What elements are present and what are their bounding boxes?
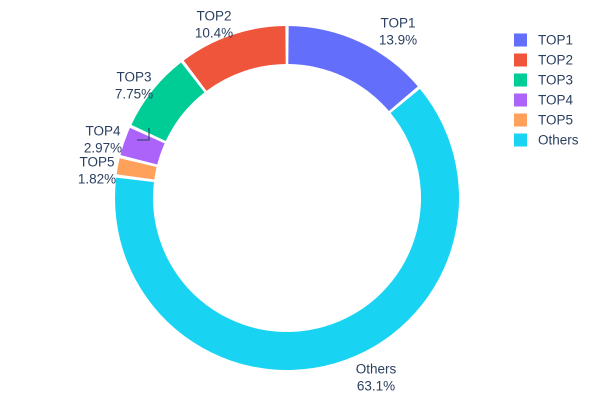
slice-label-name: TOP1 xyxy=(380,16,415,31)
legend-swatch-icon xyxy=(514,133,527,147)
legend-swatch-icon xyxy=(514,113,527,127)
legend-label: TOP5 xyxy=(538,113,573,128)
legend-swatch-icon xyxy=(514,93,527,107)
slice-label-percent: 10.4% xyxy=(195,26,233,41)
legend-item-top5[interactable]: TOP5 xyxy=(514,113,573,128)
slice-label-name: Others xyxy=(356,362,397,377)
slice-label-top5: TOP5 1.82% xyxy=(78,155,116,187)
legend-label: TOP1 xyxy=(538,33,573,48)
pie-slice-top2[interactable] xyxy=(183,26,286,91)
leader-line-top4 xyxy=(137,128,150,141)
slice-label-top3: TOP3 7.75% xyxy=(115,70,153,102)
legend-item-top2[interactable]: TOP2 xyxy=(514,53,573,68)
slice-label-percent: 63.1% xyxy=(357,379,395,394)
slice-label-percent: 13.9% xyxy=(379,33,417,48)
legend-swatch-icon xyxy=(514,33,527,47)
slice-label-name: TOP5 xyxy=(79,155,114,170)
slice-label-percent: 2.97% xyxy=(84,141,122,156)
pie-slice-top3[interactable] xyxy=(131,62,205,142)
legend-label: TOP4 xyxy=(538,93,574,108)
legend-label: Others xyxy=(538,133,579,148)
legend-item-top1[interactable]: TOP1 xyxy=(514,33,573,48)
slice-labels-group: TOP1 13.9% TOP2 10.4% TOP3 7.75% TOP4 2.97%TOP5… xyxy=(78,9,417,394)
legend[interactable]: TOP1 TOP2 TOP3 TOP4 TOP5 Others xyxy=(514,33,579,148)
pie-slice-top1[interactable] xyxy=(288,26,418,112)
pie-slice-others[interactable] xyxy=(115,88,460,371)
legend-label: TOP3 xyxy=(538,73,573,88)
legend-swatch-icon xyxy=(514,73,527,87)
slice-label-top4: TOP4 2.97% xyxy=(84,124,122,156)
slice-label-name: TOP3 xyxy=(116,70,151,85)
slice-label-percent: 1.82% xyxy=(78,172,116,187)
label-leader-lines xyxy=(137,128,150,141)
pie-slices-group[interactable] xyxy=(115,26,460,371)
slice-label-percent: 7.75% xyxy=(115,87,153,102)
legend-item-top3[interactable]: TOP3 xyxy=(514,73,573,88)
slice-label-name: TOP4 xyxy=(85,124,121,139)
slice-label-top1: TOP1 13.9% xyxy=(379,16,417,48)
legend-label: TOP2 xyxy=(538,53,573,68)
legend-swatch-icon xyxy=(514,53,527,67)
slice-label-others: Others 63.1% xyxy=(356,362,397,394)
legend-item-top4[interactable]: TOP4 xyxy=(514,93,574,108)
legend-item-others[interactable]: Others xyxy=(514,133,579,148)
slice-label-top2: TOP2 10.4% xyxy=(195,9,233,41)
pie-slice-top5[interactable] xyxy=(116,158,157,180)
pie-slice-top4[interactable] xyxy=(120,127,165,165)
slice-label-name: TOP2 xyxy=(196,9,231,24)
